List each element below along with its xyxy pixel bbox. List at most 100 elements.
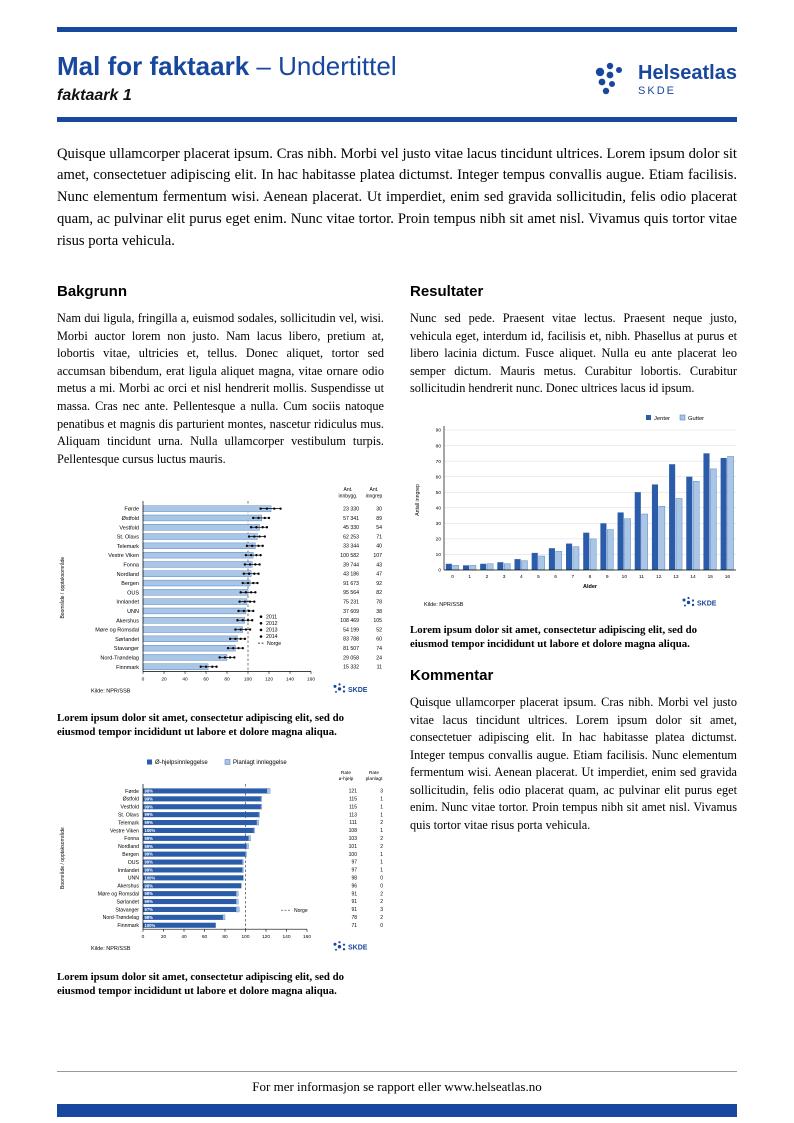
svg-text:12: 12: [656, 574, 662, 580]
svg-text:108 469: 108 469: [340, 618, 359, 624]
svg-text:Sørlandet: Sørlandet: [115, 637, 139, 643]
svg-text:0: 0: [380, 923, 383, 929]
resultater-body: Nunc sed pede. Praesent vitae lectus. Pr…: [410, 311, 737, 396]
svg-text:0: 0: [380, 884, 383, 890]
svg-text:98%: 98%: [145, 915, 154, 920]
svg-text:99%: 99%: [145, 797, 154, 802]
svg-text:160: 160: [303, 935, 311, 941]
svg-text:74: 74: [376, 646, 382, 652]
svg-text:Planlagt innleggelse: Planlagt innleggelse: [233, 761, 287, 767]
svg-text:Stavanger: Stavanger: [114, 646, 139, 652]
svg-text:5: 5: [537, 574, 540, 580]
svg-text:80: 80: [224, 677, 230, 683]
svg-text:Antall inngrep: Antall inngrep: [415, 484, 421, 516]
svg-text:Førde: Førde: [124, 507, 139, 513]
svg-text:108: 108: [349, 828, 358, 834]
svg-text:20: 20: [436, 537, 442, 543]
svg-text:Vestfold: Vestfold: [121, 805, 140, 811]
svg-text:1: 1: [380, 860, 383, 866]
svg-text:8: 8: [589, 574, 592, 580]
svg-text:30: 30: [376, 507, 382, 513]
svg-text:91: 91: [351, 892, 357, 898]
svg-text:3: 3: [380, 907, 383, 913]
svg-text:Finnmark: Finnmark: [117, 923, 139, 929]
svg-text:100: 100: [244, 677, 252, 683]
svg-text:47: 47: [376, 572, 382, 578]
svg-text:13: 13: [673, 574, 679, 580]
helseatlas-logo: Helseatlas SKDE: [590, 60, 737, 100]
svg-text:2: 2: [380, 899, 383, 905]
svg-text:Vestfold: Vestfold: [119, 526, 139, 532]
svg-text:Nord-Trøndelag: Nord-Trøndelag: [103, 915, 140, 921]
svg-text:SKDE: SKDE: [348, 945, 368, 952]
svg-text:Møre og Romsdal: Møre og Romsdal: [95, 628, 139, 634]
figure2-caption: Lorem ipsum dolor sit amet, consectetur …: [410, 623, 698, 650]
svg-text:101: 101: [349, 844, 358, 850]
svg-text:6: 6: [554, 574, 557, 580]
svg-text:Nordland: Nordland: [118, 844, 139, 850]
svg-text:91: 91: [351, 899, 357, 905]
svg-text:97%: 97%: [145, 907, 154, 912]
svg-text:40: 40: [376, 544, 382, 550]
svg-text:1: 1: [380, 868, 383, 874]
footer: For mer informasjon se rapport eller www…: [57, 1071, 737, 1117]
svg-text:100: 100: [241, 935, 249, 941]
svg-text:38: 38: [376, 609, 382, 615]
svg-text:10: 10: [436, 552, 442, 558]
svg-text:113: 113: [349, 813, 357, 819]
svg-text:98%: 98%: [145, 891, 154, 896]
svg-text:14: 14: [690, 574, 696, 580]
svg-text:inngrep: inngrep: [366, 494, 383, 500]
svg-text:60: 60: [203, 677, 209, 683]
svg-text:0: 0: [142, 677, 145, 683]
svg-text:0: 0: [438, 568, 441, 574]
svg-text:Møre og Romsdal: Møre og Romsdal: [98, 892, 139, 898]
svg-text:Telemark: Telemark: [118, 821, 139, 827]
svg-text:1: 1: [380, 852, 383, 858]
svg-text:Ant.: Ant.: [370, 487, 379, 493]
svg-text:140: 140: [282, 935, 290, 941]
svg-text:Fonna: Fonna: [124, 836, 139, 842]
svg-text:29 058: 29 058: [343, 656, 359, 662]
svg-text:15 332: 15 332: [343, 665, 359, 671]
footer-rule: [57, 1104, 737, 1117]
figure3-caption: Lorem ipsum dolor sit amet, consectetur …: [57, 971, 345, 998]
svg-text:Telemark: Telemark: [117, 544, 140, 550]
section-heading-bakgrunn: Bakgrunn: [57, 283, 128, 301]
svg-text:2: 2: [380, 844, 383, 850]
section-heading-kommentar: Kommentar: [410, 667, 494, 684]
svg-text:52: 52: [376, 628, 382, 634]
svg-text:140: 140: [286, 677, 294, 683]
footer-text: For mer informasjon se rapport eller www…: [57, 1071, 737, 1104]
svg-text:Bergen: Bergen: [122, 852, 139, 858]
svg-text:54 199: 54 199: [343, 628, 359, 634]
svg-text:78: 78: [376, 600, 382, 606]
svg-text:OUS: OUS: [128, 860, 140, 866]
svg-text:Østfold: Østfold: [122, 516, 139, 522]
svg-text:91 673: 91 673: [343, 581, 359, 587]
svg-text:Vestre Viken: Vestre Viken: [108, 553, 139, 559]
svg-text:100%: 100%: [145, 876, 156, 881]
svg-text:Nordland: Nordland: [117, 572, 139, 578]
svg-text:SKDE: SKDE: [697, 600, 717, 607]
svg-text:99%: 99%: [145, 860, 154, 865]
svg-text:planlagt: planlagt: [366, 776, 383, 782]
svg-text:Norge: Norge: [294, 908, 308, 914]
svg-text:1: 1: [380, 828, 383, 834]
svg-text:Finnmark: Finnmark: [116, 665, 139, 671]
svg-text:1: 1: [468, 574, 471, 580]
svg-text:20: 20: [161, 677, 167, 683]
svg-text:Førde: Førde: [125, 789, 139, 795]
svg-text:1: 1: [380, 813, 383, 819]
svg-text:43 186: 43 186: [343, 572, 359, 578]
svg-text:40: 40: [436, 505, 442, 511]
svg-text:0: 0: [142, 935, 145, 941]
logo-text: Helseatlas SKDE: [638, 63, 737, 97]
svg-text:97: 97: [351, 860, 357, 866]
svg-text:100%: 100%: [145, 828, 156, 833]
svg-text:71: 71: [351, 923, 357, 929]
top-rule: [57, 27, 737, 32]
svg-text:Akershus: Akershus: [117, 884, 139, 890]
svg-text:Fonna: Fonna: [123, 563, 140, 569]
svg-text:60: 60: [376, 637, 382, 643]
